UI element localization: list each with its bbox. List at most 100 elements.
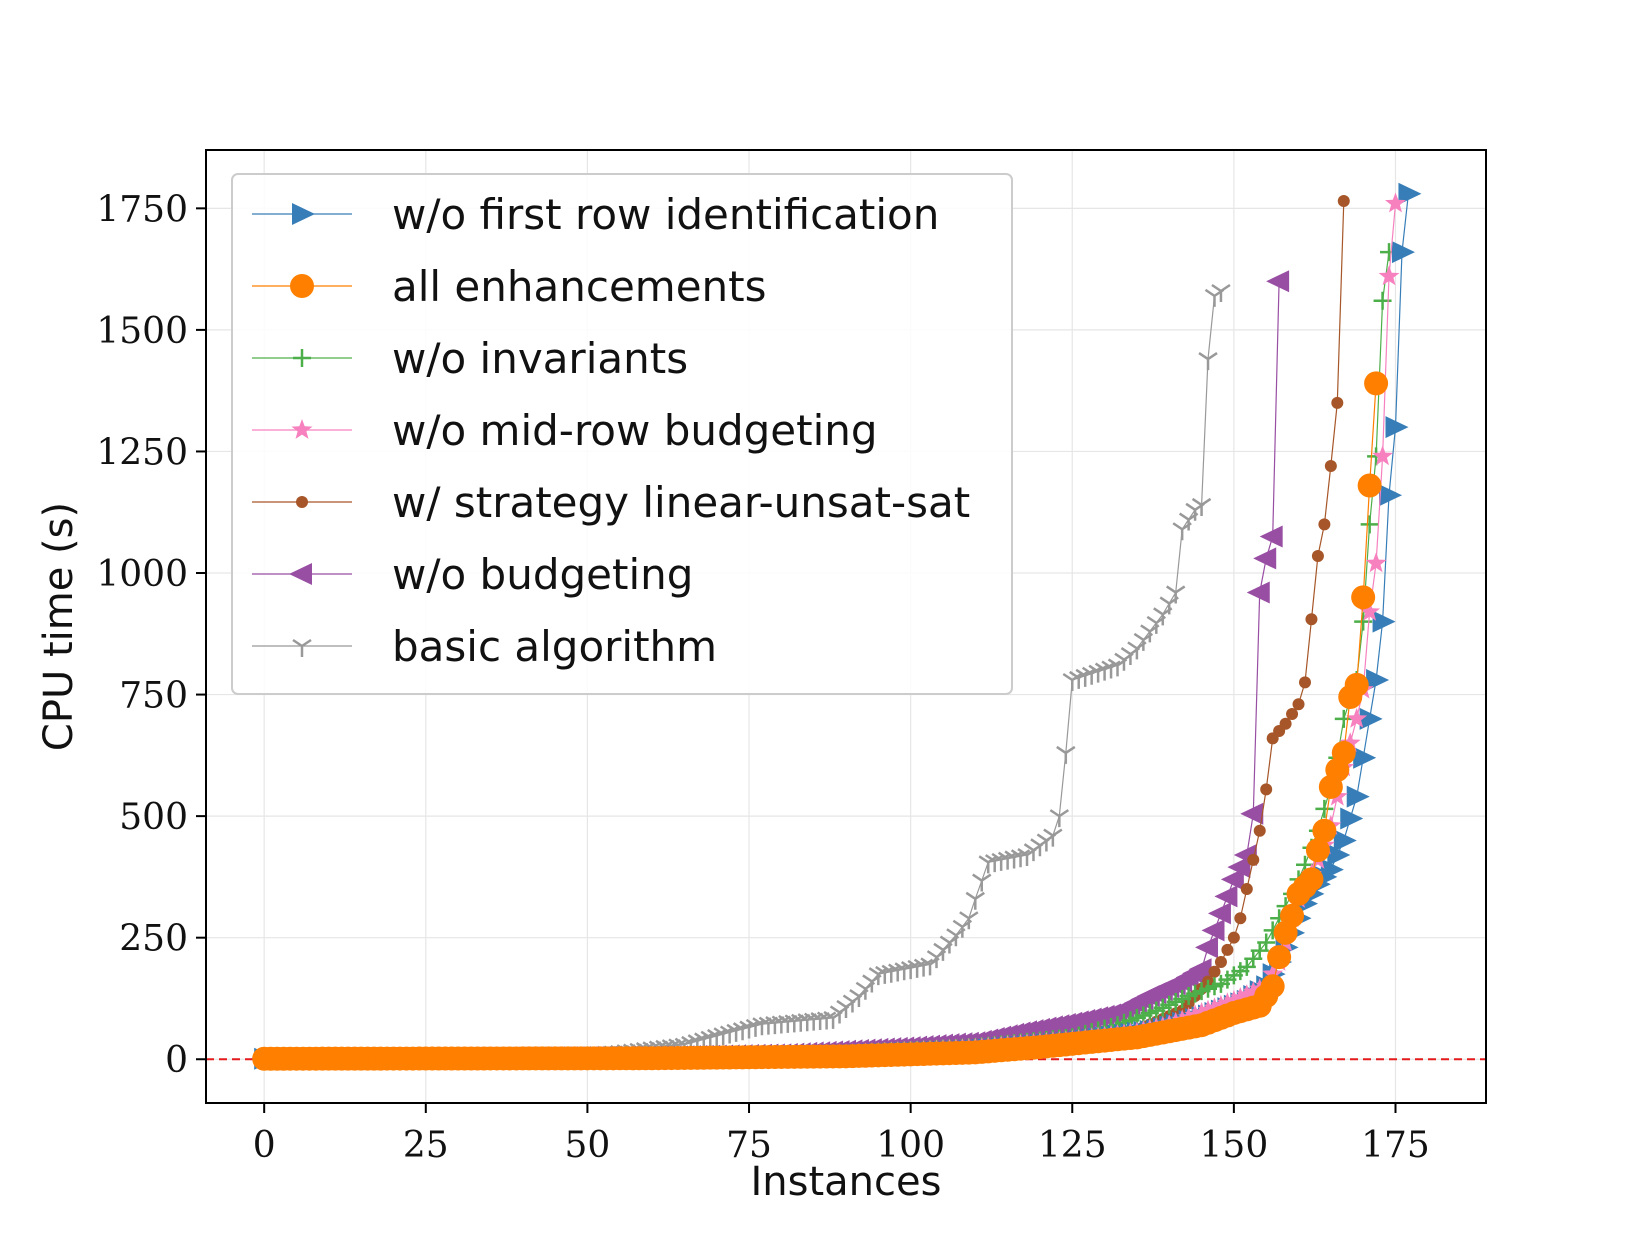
- triangle-right-marker: [1320, 858, 1344, 881]
- y-tick-label: 1500: [96, 311, 188, 352]
- dot-marker: [1208, 965, 1221, 978]
- circle-marker: [1357, 473, 1382, 498]
- dot-marker: [1214, 955, 1227, 968]
- star-marker: [1372, 445, 1393, 466]
- triangle-left-marker: [1240, 802, 1264, 825]
- star-marker: [1242, 981, 1264, 1001]
- star-marker: [1346, 707, 1368, 728]
- plus-marker: [1257, 933, 1276, 952]
- star-marker: [291, 419, 313, 439]
- tri-down-marker: [1191, 497, 1212, 516]
- triangle-right-marker: [1398, 182, 1422, 205]
- triangle-left-marker: [1253, 547, 1277, 570]
- triangle-left-marker: [1214, 885, 1238, 908]
- y-tick-label: 1000: [96, 554, 188, 595]
- x-tick-label: 175: [1361, 1125, 1430, 1166]
- triangle-left-marker: [1259, 525, 1283, 548]
- x-tick-label: 75: [726, 1125, 772, 1166]
- legend-label: w/o budgeting: [392, 550, 693, 599]
- star-marker: [1204, 997, 1225, 1018]
- legend: w/o first row identification all enhancem…: [231, 173, 1013, 695]
- triangle-right-marker: [1327, 844, 1351, 867]
- dot-marker: [1337, 195, 1350, 208]
- x-tick-label: 150: [1200, 1125, 1269, 1166]
- dot-marker: [1279, 717, 1292, 730]
- dot-marker: [1298, 676, 1311, 689]
- circle-marker: [1260, 974, 1285, 999]
- legend-item: w/o budgeting: [252, 550, 693, 599]
- plus-marker: [1334, 709, 1353, 728]
- series-all-enhancements: [252, 371, 1389, 1071]
- triangle-left-marker: [1201, 919, 1225, 942]
- series-group: [251, 182, 1422, 1071]
- triangle-right-marker: [1366, 668, 1390, 691]
- tri-down-marker: [1049, 809, 1070, 828]
- dot-marker: [1318, 518, 1331, 531]
- legend-label: all enhancements: [392, 262, 767, 311]
- star-marker: [1262, 963, 1284, 983]
- dot-marker: [1227, 931, 1240, 944]
- tri-down-marker: [1166, 585, 1186, 604]
- star-marker: [1223, 989, 1245, 1010]
- legend-item: basic algorithm: [252, 622, 717, 671]
- plus-marker: [1315, 799, 1334, 818]
- triangle-right-marker: [1391, 241, 1415, 264]
- y-axis-ticks: 0 250 500 750 1000 1250 1500 1750: [96, 189, 206, 1081]
- legend-label: w/o first row identification: [392, 190, 939, 239]
- tri-down-marker: [1198, 352, 1218, 371]
- triangle-right-marker: [1340, 807, 1364, 830]
- y-tick-label: 250: [119, 919, 188, 960]
- legend-item: w/o mid-row budgeting: [252, 406, 878, 455]
- legend-item: w/o first row identification: [252, 190, 939, 239]
- x-tick-label: 100: [876, 1125, 945, 1166]
- legend-box: [231, 173, 1013, 695]
- star-marker: [1236, 984, 1258, 1004]
- triangle-right-marker: [1346, 785, 1370, 808]
- star-marker: [1197, 999, 1219, 1020]
- legend-label: w/o invariants: [392, 334, 688, 383]
- star-marker: [1359, 600, 1381, 621]
- dot-marker: [1221, 943, 1234, 956]
- circle-marker: [1351, 585, 1376, 610]
- star-marker: [1385, 192, 1406, 213]
- tri-down-marker: [1056, 745, 1076, 764]
- tri-down-marker: [965, 891, 985, 910]
- legend-item: all enhancements: [252, 262, 767, 311]
- triangle-left-marker: [1195, 936, 1219, 959]
- triangle-right-marker: [1385, 416, 1409, 439]
- y-tick-label: 0: [165, 1040, 188, 1081]
- star-marker: [1217, 992, 1238, 1013]
- x-tick-label: 50: [565, 1125, 611, 1166]
- x-tick-label: 125: [1038, 1125, 1107, 1166]
- dot-marker: [1331, 396, 1344, 409]
- triangle-left-marker: [1266, 270, 1290, 293]
- triangle-right-marker: [1353, 746, 1377, 769]
- triangle-right-marker: [292, 203, 315, 225]
- dot-marker: [1253, 824, 1266, 837]
- y-tick-label: 1750: [96, 189, 188, 230]
- legend-label: w/ strategy linear-unsat-sat: [392, 478, 970, 527]
- y-tick-label: 1250: [96, 432, 188, 473]
- plot-frame: [205, 149, 1487, 1104]
- dot-marker: [1292, 698, 1305, 711]
- circle-marker: [1344, 672, 1369, 697]
- x-tick-label: 25: [403, 1125, 449, 1166]
- legend-item: w/ strategy linear-unsat-sat: [252, 478, 970, 527]
- legend-label: basic algorithm: [392, 622, 717, 671]
- star-marker: [1365, 552, 1387, 573]
- legend-item: w/o invariants: [252, 334, 688, 383]
- triangle-left-marker: [1227, 856, 1251, 879]
- y-tick-label: 500: [119, 797, 188, 838]
- circle-marker: [1267, 945, 1292, 970]
- circle-marker: [1364, 371, 1389, 396]
- circle-marker: [1299, 867, 1324, 892]
- star-marker: [1378, 265, 1400, 286]
- plus-marker: [293, 349, 311, 367]
- dot-marker: [1240, 883, 1253, 896]
- tri-down-marker: [1043, 828, 1063, 847]
- triangle-right-marker: [1333, 829, 1357, 852]
- triangle-left-marker: [1220, 868, 1244, 891]
- dot-marker: [1247, 853, 1260, 866]
- star-marker: [1339, 732, 1361, 753]
